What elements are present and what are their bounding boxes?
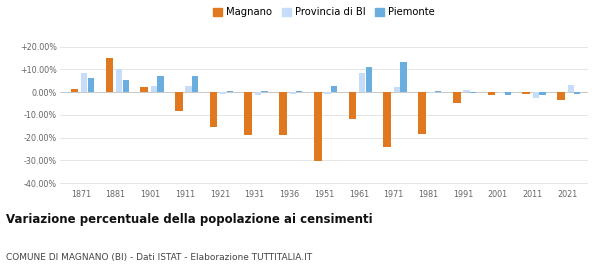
Bar (428, 92, 435, 93)
Bar (71, 89, 79, 92)
Bar (557, 92, 565, 100)
Legend: Magnano, Provincia di BI, Piemonte: Magnano, Provincia di BI, Piemonte (209, 3, 439, 21)
Bar (498, 92, 504, 93)
Bar (175, 92, 182, 111)
Bar (523, 92, 530, 94)
Bar (185, 86, 191, 92)
Bar (568, 85, 574, 92)
Bar (220, 92, 226, 94)
Text: Variazione percentuale della popolazione ai censimenti: Variazione percentuale della popolazione… (6, 213, 373, 226)
Bar (470, 92, 476, 93)
Bar (227, 91, 233, 92)
Bar (81, 73, 88, 92)
Bar (463, 90, 470, 92)
Bar (140, 87, 148, 92)
Bar (116, 69, 122, 92)
Bar (210, 92, 217, 127)
Bar (359, 73, 365, 92)
Bar (574, 92, 580, 94)
Bar (192, 76, 198, 92)
Bar (106, 58, 113, 92)
Bar (279, 92, 287, 135)
Bar (325, 92, 331, 94)
Bar (157, 76, 164, 92)
Bar (435, 91, 442, 92)
Bar (533, 92, 539, 98)
Bar (262, 91, 268, 92)
Bar (488, 92, 495, 95)
Bar (400, 62, 407, 92)
Bar (418, 92, 426, 134)
Bar (255, 92, 261, 95)
Bar (383, 92, 391, 147)
Bar (505, 92, 511, 95)
Bar (290, 92, 296, 94)
Bar (88, 78, 94, 92)
Bar (296, 91, 302, 92)
Bar (314, 92, 322, 162)
Bar (349, 92, 356, 119)
Text: COMUNE DI MAGNANO (BI) - Dati ISTAT - Elaborazione TUTTITALIA.IT: COMUNE DI MAGNANO (BI) - Dati ISTAT - El… (6, 253, 312, 262)
Bar (151, 86, 157, 92)
Bar (365, 67, 372, 92)
Bar (394, 87, 400, 92)
Bar (244, 92, 252, 135)
Bar (331, 86, 337, 92)
Bar (453, 92, 461, 103)
Bar (122, 80, 129, 92)
Bar (539, 92, 545, 95)
